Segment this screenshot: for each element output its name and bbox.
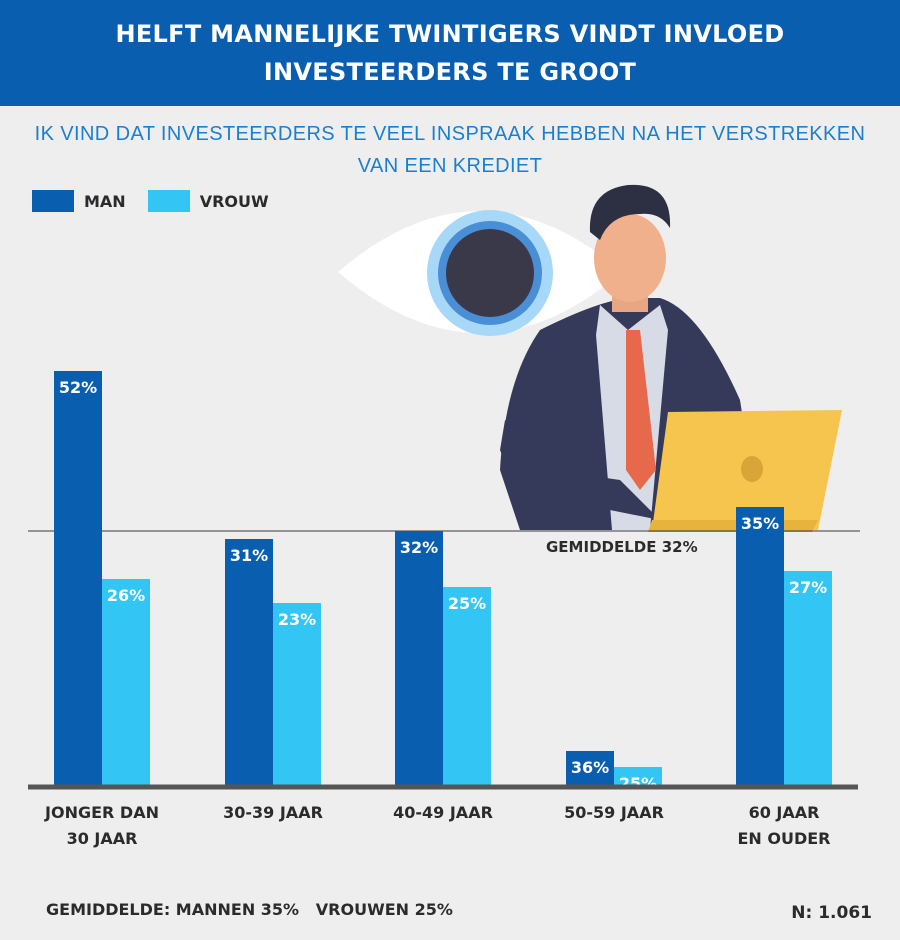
value-label-vrouw-5: 27% — [789, 578, 827, 597]
illustration — [338, 184, 842, 532]
category-label-1-line-1: JONGER DAN — [44, 803, 159, 822]
legend-item-man: MAN — [32, 190, 126, 212]
category-label-4-line-1: 50-59 JAAR — [564, 803, 664, 822]
legend-swatch-vrouw — [147, 190, 190, 212]
bar-vrouw-5 — [784, 571, 832, 787]
legend-item-vrouw: VROUW — [147, 190, 269, 212]
value-label-man-5: 35% — [741, 514, 779, 533]
category-labels: JONGER DAN 30 JAAR 30-39 JAAR 40-49 JAAR 50-… — [44, 803, 830, 848]
average-line-label: GEMIDDELDE 32% — [546, 538, 698, 556]
bar-chart: GEMIDDELDE 32% 52% 31% 32% 36% 35% 26% 23% 25% 2… — [28, 184, 860, 848]
value-label-man-3: 32% — [400, 538, 438, 557]
footer-averages: GEMIDDELDE: MANNEN 35% VROUWEN 25% — [46, 900, 453, 919]
category-label-5-line-2: EN OUDER — [737, 829, 830, 848]
subtitle: IK VIND DAT INVESTEERDERS TE VEEL INSPRA… — [20, 118, 880, 182]
title-line-1: HELFT MANNELIJKE TWINTIGERS VINDT INVLOE… — [115, 20, 785, 48]
value-label-man-1: 52% — [59, 378, 97, 397]
businessman-icon — [500, 184, 842, 532]
subtitle-line-2: VAN EEN KREDIET — [357, 155, 543, 177]
average-reference-line: GEMIDDELDE 32% — [28, 530, 860, 556]
bar-man-3 — [395, 531, 443, 787]
value-label-man-4: 36% — [571, 758, 609, 777]
bar-vrouw-3 — [443, 587, 491, 787]
legend-swatch-man — [32, 190, 74, 212]
header-banner: HELFT MANNELIJKE TWINTIGERS VINDT INVLOE… — [0, 0, 900, 106]
title-line-2: INVESTEERDERS TE GROOT — [263, 58, 637, 86]
category-label-1-line-2: 30 JAAR — [67, 829, 138, 848]
category-label-5-line-1: 60 JAAR — [749, 803, 820, 822]
value-label-vrouw-4: 25% — [619, 774, 657, 793]
bar-man-5 — [736, 507, 784, 787]
eye-icon — [338, 210, 622, 336]
category-label-2-line-1: 30-39 JAAR — [223, 803, 323, 822]
value-label-vrouw-3: 25% — [448, 594, 486, 613]
value-label-vrouw-1: 26% — [107, 586, 145, 605]
bar-man-4 — [566, 751, 614, 787]
subtitle-line-1: IK VIND DAT INVESTEERDERS TE VEEL INSPRA… — [34, 123, 866, 145]
legend-label-vrouw: VROUW — [199, 191, 269, 211]
sample-size: N: 1.061 — [791, 903, 872, 923]
legend-label-man: MAN — [84, 191, 126, 211]
category-label-3-line-1: 40-49 JAAR — [393, 803, 493, 822]
value-label-man-2: 31% — [230, 546, 268, 565]
value-label-vrouw-2: 23% — [278, 610, 316, 629]
legend: MAN VROUW — [32, 190, 291, 212]
bar-vrouw-1 — [102, 579, 150, 787]
bar-man-1 — [54, 371, 102, 787]
bars — [54, 371, 832, 787]
bar-vrouw-4 — [614, 767, 662, 787]
bar-vrouw-2 — [273, 603, 321, 787]
bar-man-2 — [225, 539, 273, 787]
